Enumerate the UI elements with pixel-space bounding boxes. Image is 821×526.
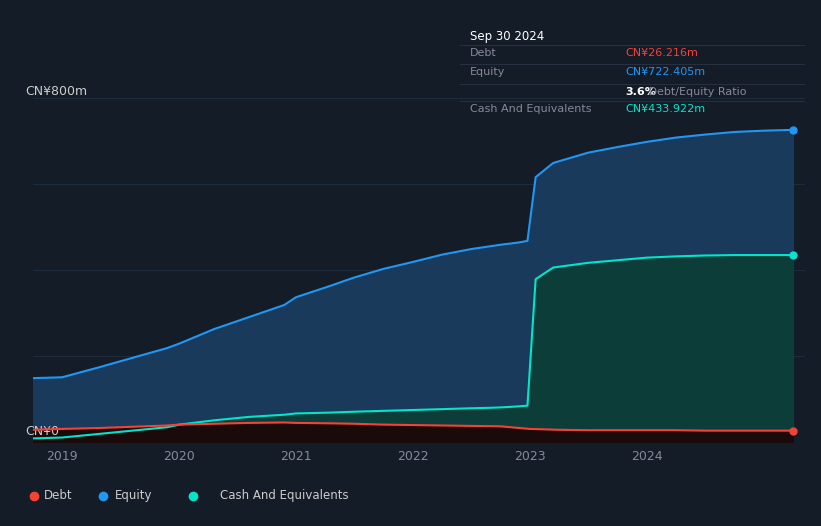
Text: 3.6%: 3.6% xyxy=(626,87,657,97)
Text: Debt: Debt xyxy=(470,48,497,58)
Text: Cash And Equivalents: Cash And Equivalents xyxy=(220,489,349,502)
Text: Sep 30 2024: Sep 30 2024 xyxy=(470,30,544,43)
Text: CN¥26.216m: CN¥26.216m xyxy=(626,48,699,58)
Text: Debt/Equity Ratio: Debt/Equity Ratio xyxy=(644,87,746,97)
Text: CN¥433.922m: CN¥433.922m xyxy=(626,104,706,114)
Text: Debt: Debt xyxy=(44,489,73,502)
Text: CN¥0: CN¥0 xyxy=(25,425,59,438)
Text: Equity: Equity xyxy=(115,489,153,502)
Text: CN¥800m: CN¥800m xyxy=(25,85,87,97)
Text: CN¥722.405m: CN¥722.405m xyxy=(626,67,706,77)
Text: Equity: Equity xyxy=(470,67,506,77)
Text: Cash And Equivalents: Cash And Equivalents xyxy=(470,104,592,114)
